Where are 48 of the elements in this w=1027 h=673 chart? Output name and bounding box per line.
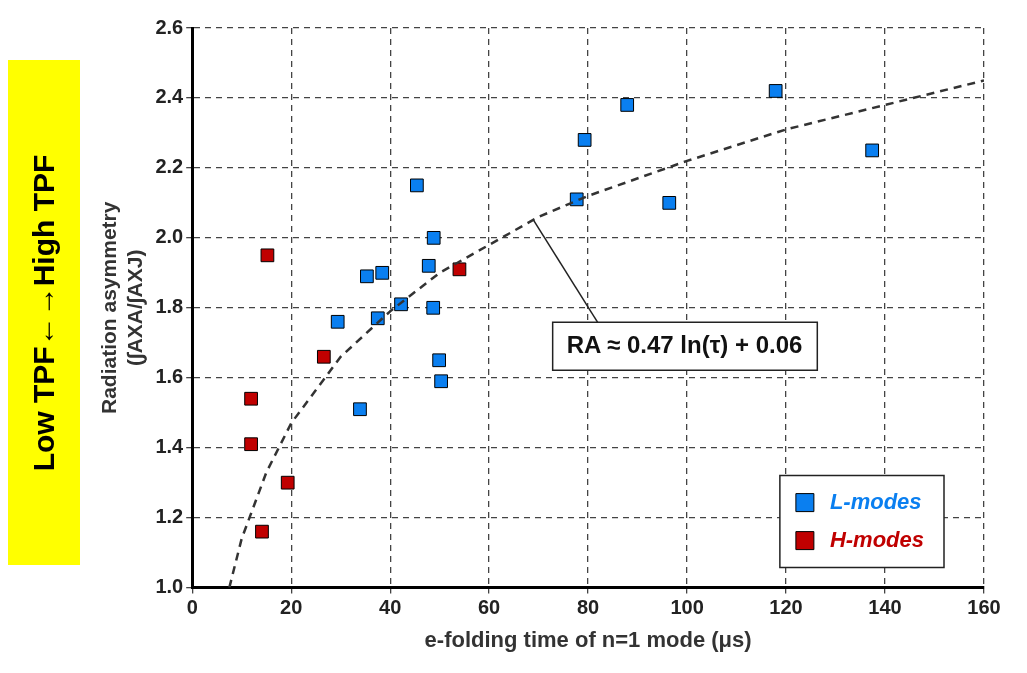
point [410, 178, 424, 193]
x-tick-label: 120 [769, 596, 803, 619]
y-tick-label: 1.8 [155, 295, 184, 318]
legend-label: L-modes [829, 488, 922, 514]
y-tick-label: 1.6 [155, 365, 184, 388]
point [577, 133, 592, 147]
point [768, 84, 783, 98]
point [452, 262, 467, 277]
point [280, 475, 295, 490]
x-tick-label: 0 [186, 596, 198, 619]
legend-label: H-modes [829, 526, 924, 552]
y-tick-label: 2.4 [155, 85, 185, 108]
x-tick-label: 140 [868, 596, 902, 619]
point [316, 349, 331, 364]
y-tick-label: 1.4 [155, 435, 185, 458]
point [360, 269, 374, 284]
x-tick-label: 160 [967, 596, 1001, 619]
point [432, 353, 447, 368]
point [353, 402, 367, 417]
x-axis-title: e-folding time of n=1 mode (μs) [424, 626, 752, 652]
line-series [228, 79, 984, 588]
point [426, 300, 441, 315]
point [662, 196, 677, 210]
annotation: RA ≈ 0.47 ln(τ) + 0.06 [566, 330, 803, 358]
x-tick-label: 20 [280, 596, 303, 619]
point [244, 437, 258, 452]
text: Low TPF←→High TPF [27, 154, 61, 471]
x-tick-label: 80 [576, 596, 600, 619]
y-tick-label: 2.0 [155, 225, 184, 248]
y-tick-label: 1.0 [155, 575, 184, 598]
x-tick-label: 40 [379, 596, 402, 619]
y-tick-label: 1.2 [155, 505, 184, 528]
point [620, 98, 635, 112]
point [865, 143, 880, 158]
y-tick-label: 2.2 [155, 155, 184, 178]
x-tick-label: 100 [670, 596, 704, 619]
point [330, 314, 345, 329]
point [426, 230, 441, 245]
text: (∫AXA/∫AXJ) [122, 249, 146, 367]
point [255, 524, 269, 539]
point [244, 391, 258, 406]
y-tick-label: 2.6 [155, 15, 184, 38]
point [375, 265, 390, 280]
text: Radiation asymmetry [97, 201, 121, 415]
point [421, 258, 436, 273]
point [260, 248, 275, 263]
point [434, 374, 448, 389]
x-tick-label: 60 [478, 596, 501, 619]
